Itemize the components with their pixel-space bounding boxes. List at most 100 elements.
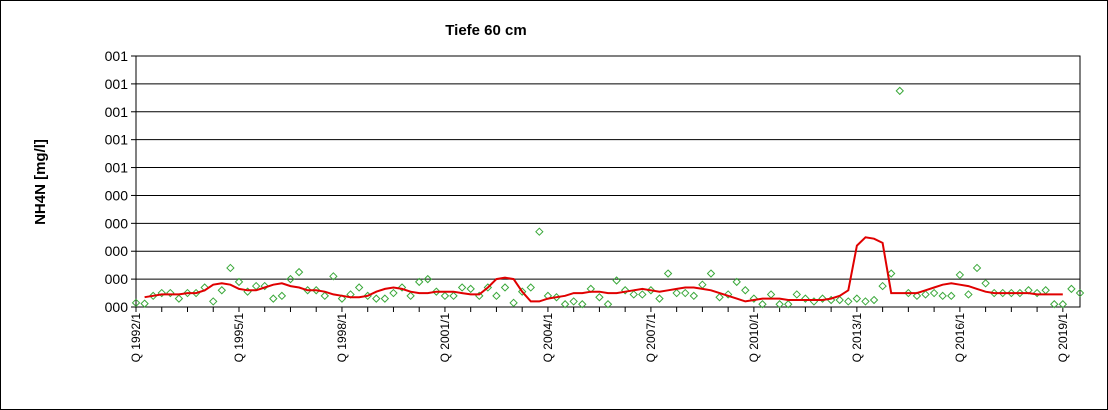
data-point: [337, 294, 347, 303]
plot-area: 000 000 000 000 000 001 001 001 001 001 Q 1992/1 Q …: [105, 48, 1085, 363]
data-point: [595, 293, 604, 302]
data-point: [895, 86, 904, 96]
data-point: [741, 286, 750, 295]
data-point: [869, 295, 879, 305]
x-tick-label: Q 2007/1: [644, 313, 658, 363]
data-point: [955, 270, 965, 280]
data-point: [432, 287, 441, 296]
x-tick-label: Q 2019/1: [1056, 313, 1070, 363]
data-point: [260, 281, 269, 291]
data-point: [1058, 300, 1068, 309]
data-point: [140, 299, 149, 308]
x-tick-label: Q 2004/1: [541, 313, 555, 363]
data-point: [166, 288, 175, 298]
chart-title: Tiefe 60 cm: [445, 22, 526, 39]
data-point: [886, 269, 896, 278]
data-point: [775, 300, 784, 309]
data-point: [440, 291, 450, 301]
data-point: [526, 283, 535, 292]
data-point: [681, 288, 690, 298]
data-point: [157, 288, 166, 298]
data-point: [397, 283, 407, 292]
data-point: [286, 274, 295, 284]
data-point: [921, 290, 930, 299]
data-point: [406, 291, 415, 301]
data-point: [560, 300, 570, 309]
y-tick-label: 001: [105, 76, 129, 92]
data-point: [964, 290, 973, 299]
y-tick-label: 000: [105, 271, 129, 287]
data-point: [749, 294, 759, 303]
y-tick-label: 000: [105, 187, 129, 203]
data-point: [423, 274, 432, 284]
data-point: [500, 283, 510, 292]
x-tick-label: Q 1992/1: [129, 313, 143, 363]
data-point: [732, 277, 741, 287]
data-point: [792, 290, 802, 299]
data-point: [466, 284, 475, 294]
y-tick-label: 000: [105, 243, 129, 259]
data-point: [1067, 284, 1076, 294]
data-point: [380, 294, 390, 303]
data-point: [183, 288, 192, 298]
data-point: [354, 283, 364, 292]
y-tick-label: 001: [105, 104, 129, 120]
data-point: [620, 286, 630, 295]
data-point: [1075, 288, 1085, 298]
data-point: [629, 290, 638, 299]
data-point: [294, 267, 304, 277]
data-point: [1050, 300, 1059, 309]
data-point: [861, 297, 870, 306]
data-point: [414, 277, 424, 287]
data-point: [998, 288, 1007, 298]
data-point: [312, 286, 321, 295]
data-point: [603, 300, 613, 309]
data-point: [509, 298, 518, 308]
y-axis-label: NH4N [mg/l]: [32, 139, 49, 225]
trend-line: [144, 236, 1063, 303]
data-point: [972, 263, 982, 273]
data-point: [131, 298, 141, 308]
y-tick-label: 000: [105, 215, 129, 231]
data-point: [981, 279, 990, 288]
data-point: [1007, 288, 1016, 298]
data-point: [904, 288, 913, 298]
data-point: [217, 286, 227, 295]
y-tick-label: 001: [105, 48, 129, 64]
data-point: [372, 294, 381, 303]
data-point: [818, 294, 827, 303]
data-point: [449, 291, 458, 301]
plot-border: [135, 55, 1081, 308]
x-tick-label: Q 2010/1: [747, 313, 761, 363]
data-point: [638, 290, 647, 299]
data-point: [689, 291, 699, 301]
data-point: [878, 281, 887, 291]
data-point: [492, 291, 501, 301]
data-point: [517, 287, 527, 296]
data-point: [758, 300, 767, 309]
data-point: [715, 293, 724, 302]
data-point: [320, 291, 330, 301]
data-point: [852, 294, 862, 303]
data-point: [226, 263, 235, 273]
data-point: [535, 227, 544, 236]
data-point: [277, 291, 287, 301]
data-point: [612, 276, 621, 285]
data-point: [947, 291, 956, 301]
data-point: [655, 294, 664, 303]
data-point: [457, 283, 467, 292]
data-point: [723, 290, 733, 299]
x-tick-label: Q 1995/1: [232, 313, 246, 363]
data-point: [672, 288, 681, 298]
data-point: [929, 288, 939, 298]
x-tick-label: Q 2016/1: [953, 313, 967, 363]
data-point: [938, 291, 947, 301]
y-tick-label: 001: [105, 132, 129, 148]
data-point: [329, 272, 338, 281]
data-point: [209, 297, 218, 306]
y-tick-label: 001: [105, 160, 129, 176]
data-point: [835, 295, 844, 305]
data-point: [1032, 288, 1042, 298]
data-point: [706, 269, 716, 278]
data-point: [784, 300, 793, 309]
